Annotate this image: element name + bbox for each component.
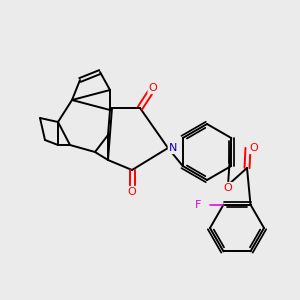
Text: O: O (224, 183, 232, 193)
Text: N: N (169, 143, 177, 153)
Text: F: F (195, 200, 202, 210)
Text: O: O (128, 187, 136, 197)
Text: O: O (148, 83, 158, 93)
Text: O: O (250, 143, 258, 153)
